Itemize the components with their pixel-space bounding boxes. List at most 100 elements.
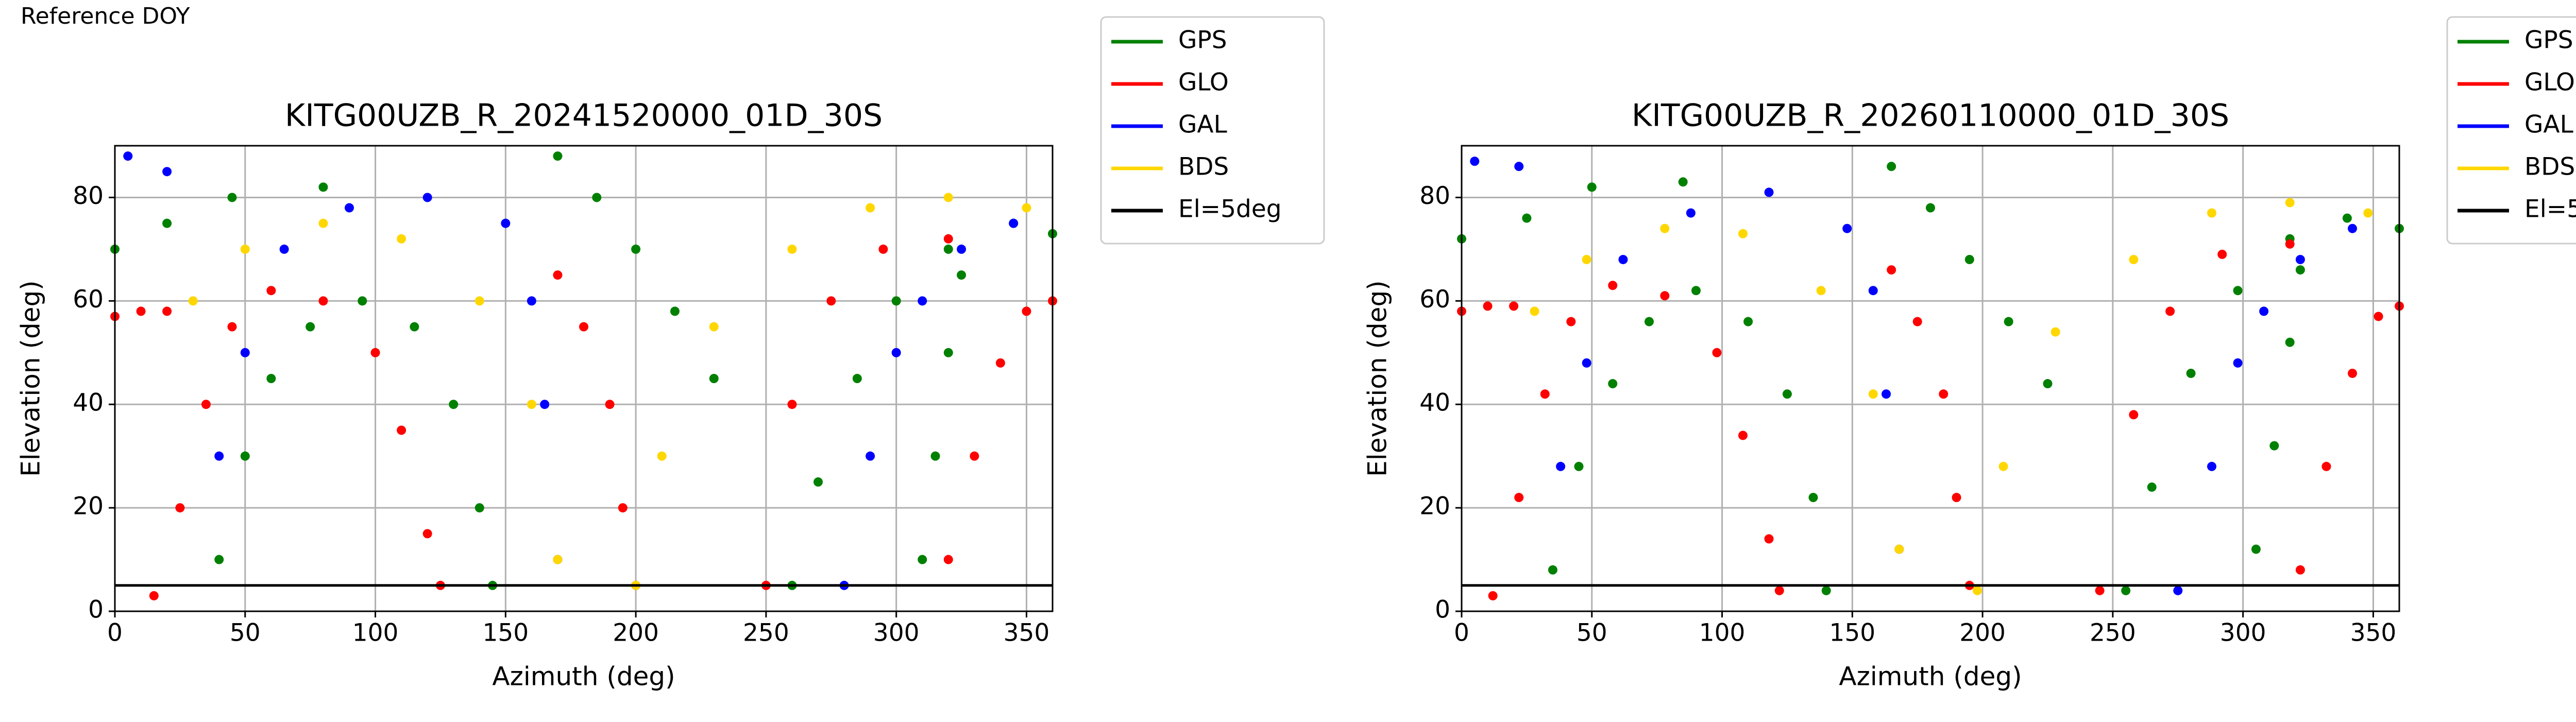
point [422,529,432,539]
x-tick-label: 350 [2350,619,2397,647]
point [2043,379,2053,389]
point [540,400,550,409]
point [1587,182,1597,192]
point [397,425,406,435]
point [918,555,927,564]
x-tick-label: 300 [2220,619,2266,647]
point [1566,317,1576,326]
point [1556,461,1566,471]
point [397,234,406,244]
x-axis-label: Azimuth (deg) [1839,662,2022,692]
point [957,244,967,254]
point [422,193,432,202]
point [553,555,563,564]
point [266,374,276,383]
x-tick-label: 300 [873,619,920,647]
point [1022,306,1031,316]
point [592,193,602,202]
point [1952,493,1961,503]
point [2207,461,2216,471]
point [2251,544,2261,554]
point [943,348,953,357]
point [1998,461,2008,471]
point [1912,317,1922,326]
point [2095,586,2105,595]
y-axis-label: Elevation (deg) [1363,280,1393,476]
point [358,296,367,306]
point [1738,431,1748,440]
point [631,244,641,254]
legend-label: El=5deg [2524,195,2576,224]
point [1842,224,1852,233]
point [1009,218,1019,228]
point [1764,534,1774,544]
chart-title: KITG00UZB_R_20241520000_01D_30S [285,98,883,134]
legend-box [1100,16,1325,245]
point [1712,348,1722,357]
point [2050,327,2060,337]
point [1816,286,1826,296]
y-tick-label: 40 [1419,389,1450,417]
x-tick-label: 100 [1699,619,1745,647]
point [227,193,237,202]
point [2129,254,2139,264]
point [1618,254,1628,264]
y-tick-label: 0 [1435,596,1450,624]
point [1488,591,1498,600]
point [318,218,328,228]
point [1574,461,1584,471]
legend-box [2446,16,2576,245]
x-tick-label: 150 [1829,619,1875,647]
point [162,306,172,316]
point [709,374,719,383]
point [1782,389,1792,399]
point [2129,410,2139,420]
point [1738,229,1748,238]
legend-label: GPS [1178,26,1227,55]
point [1540,389,1550,399]
point [370,348,380,357]
point [2285,337,2295,347]
y-tick-label: 20 [1419,492,1450,521]
legend-label: GLO [2524,68,2575,97]
point [918,296,927,306]
point [1774,586,1784,595]
legend-label: El=5deg [1178,195,1282,224]
point [214,451,224,461]
point [605,400,615,409]
point [2121,586,2131,595]
point [2285,239,2295,249]
point [214,555,224,564]
point [1808,493,1818,503]
point [787,400,797,409]
point [852,374,862,383]
point [1887,265,1896,275]
point [1691,286,1701,296]
point [1522,213,1532,223]
point [930,451,940,461]
point [866,203,875,213]
point [1483,301,1493,311]
point [1608,281,1618,290]
point [2269,441,2279,451]
point [2342,213,2352,223]
point [943,193,953,202]
point [1868,389,1878,399]
x-tick-label: 100 [352,619,399,647]
point [2217,249,2227,259]
point [2233,286,2243,296]
point [345,203,354,213]
legend-label: BDS [2524,153,2575,181]
point [2259,306,2269,316]
point [1582,254,1591,264]
plot-frame [1461,145,2400,612]
point [2207,208,2216,218]
legend-label: BDS [1178,153,1229,181]
point [1514,162,1524,171]
point [2295,254,2305,264]
point [1964,254,1974,264]
point [2165,306,2175,316]
x-tick-label: 0 [1454,619,1469,647]
point [1582,358,1591,368]
point [2173,586,2183,595]
